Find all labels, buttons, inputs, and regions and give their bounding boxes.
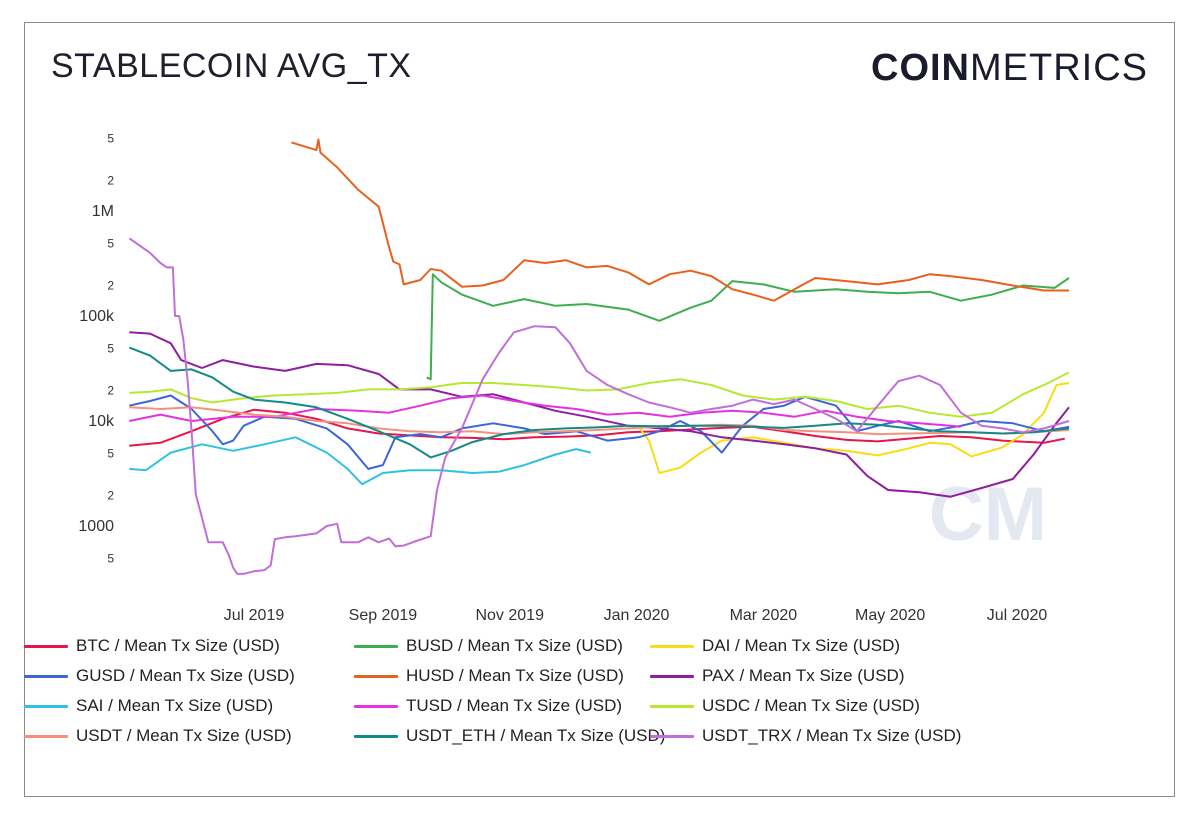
watermark-logo: CM [929,472,1047,557]
x-tick-label: Jan 2020 [604,607,670,624]
legend-label: BTC / Mean Tx Size (USD) [76,636,280,655]
series-line-busd [426,273,1070,381]
y-tick-label: 5 [107,447,114,461]
series-line-dai [637,382,1070,474]
legend-item[interactable]: SAI / Mean Tx Size (USD) [24,696,273,716]
x-tick-label: Sep 2019 [349,607,418,624]
legend-label: PAX / Mean Tx Size (USD) [702,666,905,685]
y-tick-label: 100k [79,308,115,325]
legend-label: DAI / Mean Tx Size (USD) [702,636,901,655]
legend-label: BUSD / Mean Tx Size (USD) [406,636,623,655]
series-lines [128,138,1070,575]
x-tick-label: Nov 2019 [475,607,544,624]
legend-swatch [354,674,398,678]
x-tick-label: Mar 2020 [730,607,798,624]
legend-item[interactable]: TUSD / Mean Tx Size (USD) [354,696,622,716]
legend-item[interactable]: USDT / Mean Tx Size (USD) [24,726,292,746]
brand-logo-bold: COIN [871,47,970,89]
y-tick-label: 5 [107,552,114,566]
series-line-pax [129,331,1070,498]
legend-swatch [24,704,68,708]
y-tick-label: 5 [107,132,114,146]
legend-item[interactable]: HUSD / Mean Tx Size (USD) [354,666,624,686]
legend-swatch [650,644,694,648]
x-axis: Jul 2019 Sep 2019 Nov 2019 Jan 2020 Mar 2020… [224,607,1048,624]
y-axis: 5 1000 2 5 10k 2 5 100k 2 5 1M 2 5 [78,132,115,566]
series-line-sai [129,436,592,486]
series-line-btc [129,408,1065,447]
legend-label: USDT_TRX / Mean Tx Size (USD) [702,726,962,745]
legend-label: USDT / Mean Tx Size (USD) [76,726,292,745]
series-line-husd [291,138,1069,302]
legend-swatch [650,674,694,678]
legend-label: USDT_ETH / Mean Tx Size (USD) [406,726,666,745]
y-tick-label: 2 [107,383,114,397]
brand-logo: COINMETRICS [871,47,1148,90]
legend-item[interactable]: USDT_ETH / Mean Tx Size (USD) [354,726,665,746]
chart-title: STABLECOIN AVG_TX [51,47,412,85]
y-tick-label: 5 [107,342,114,356]
legend-item[interactable]: USDT_TRX / Mean Tx Size (USD) [650,726,961,746]
legend-swatch [24,734,68,738]
legend-label: SAI / Mean Tx Size (USD) [76,696,274,715]
series-line-usdt-eth [128,346,1070,459]
legend-swatch [650,734,694,738]
legend-item[interactable]: BTC / Mean Tx Size (USD) [24,636,280,656]
x-tick-label: May 2020 [855,607,925,624]
legend-swatch [354,644,398,648]
y-tick-label: 1000 [78,518,114,535]
y-tick-label: 10k [88,413,115,430]
legend-label: TUSD / Mean Tx Size (USD) [406,696,623,715]
legend-item[interactable]: USDC / Mean Tx Size (USD) [650,696,920,716]
legend-swatch [24,674,68,678]
brand-logo-light: METRICS [970,47,1148,89]
legend-item[interactable]: DAI / Mean Tx Size (USD) [650,636,900,656]
x-tick-label: Jul 2020 [987,607,1048,624]
legend-item[interactable]: GUSD / Mean Tx Size (USD) [24,666,295,686]
x-tick-label: Jul 2019 [224,607,285,624]
legend-swatch [650,704,694,708]
legend-swatch [354,704,398,708]
y-tick-label: 2 [107,173,114,187]
y-tick-label: 1M [92,203,114,220]
legend-swatch [354,734,398,738]
series-line-usdt-trx [128,237,1070,575]
y-tick-label: 2 [107,278,114,292]
legend-item[interactable]: BUSD / Mean Tx Size (USD) [354,636,623,656]
legend-item[interactable]: PAX / Mean Tx Size (USD) [650,666,904,686]
legend-label: USDC / Mean Tx Size (USD) [702,696,920,715]
series-line-usdc [129,371,1070,418]
y-tick-label: 5 [107,237,114,251]
legend-label: HUSD / Mean Tx Size (USD) [406,666,624,685]
legend-swatch [24,644,68,648]
series-line-tusd [129,394,961,428]
series-line-usdt [129,406,1070,436]
y-tick-label: 2 [107,488,114,502]
legend-label: GUSD / Mean Tx Size (USD) [76,666,295,685]
